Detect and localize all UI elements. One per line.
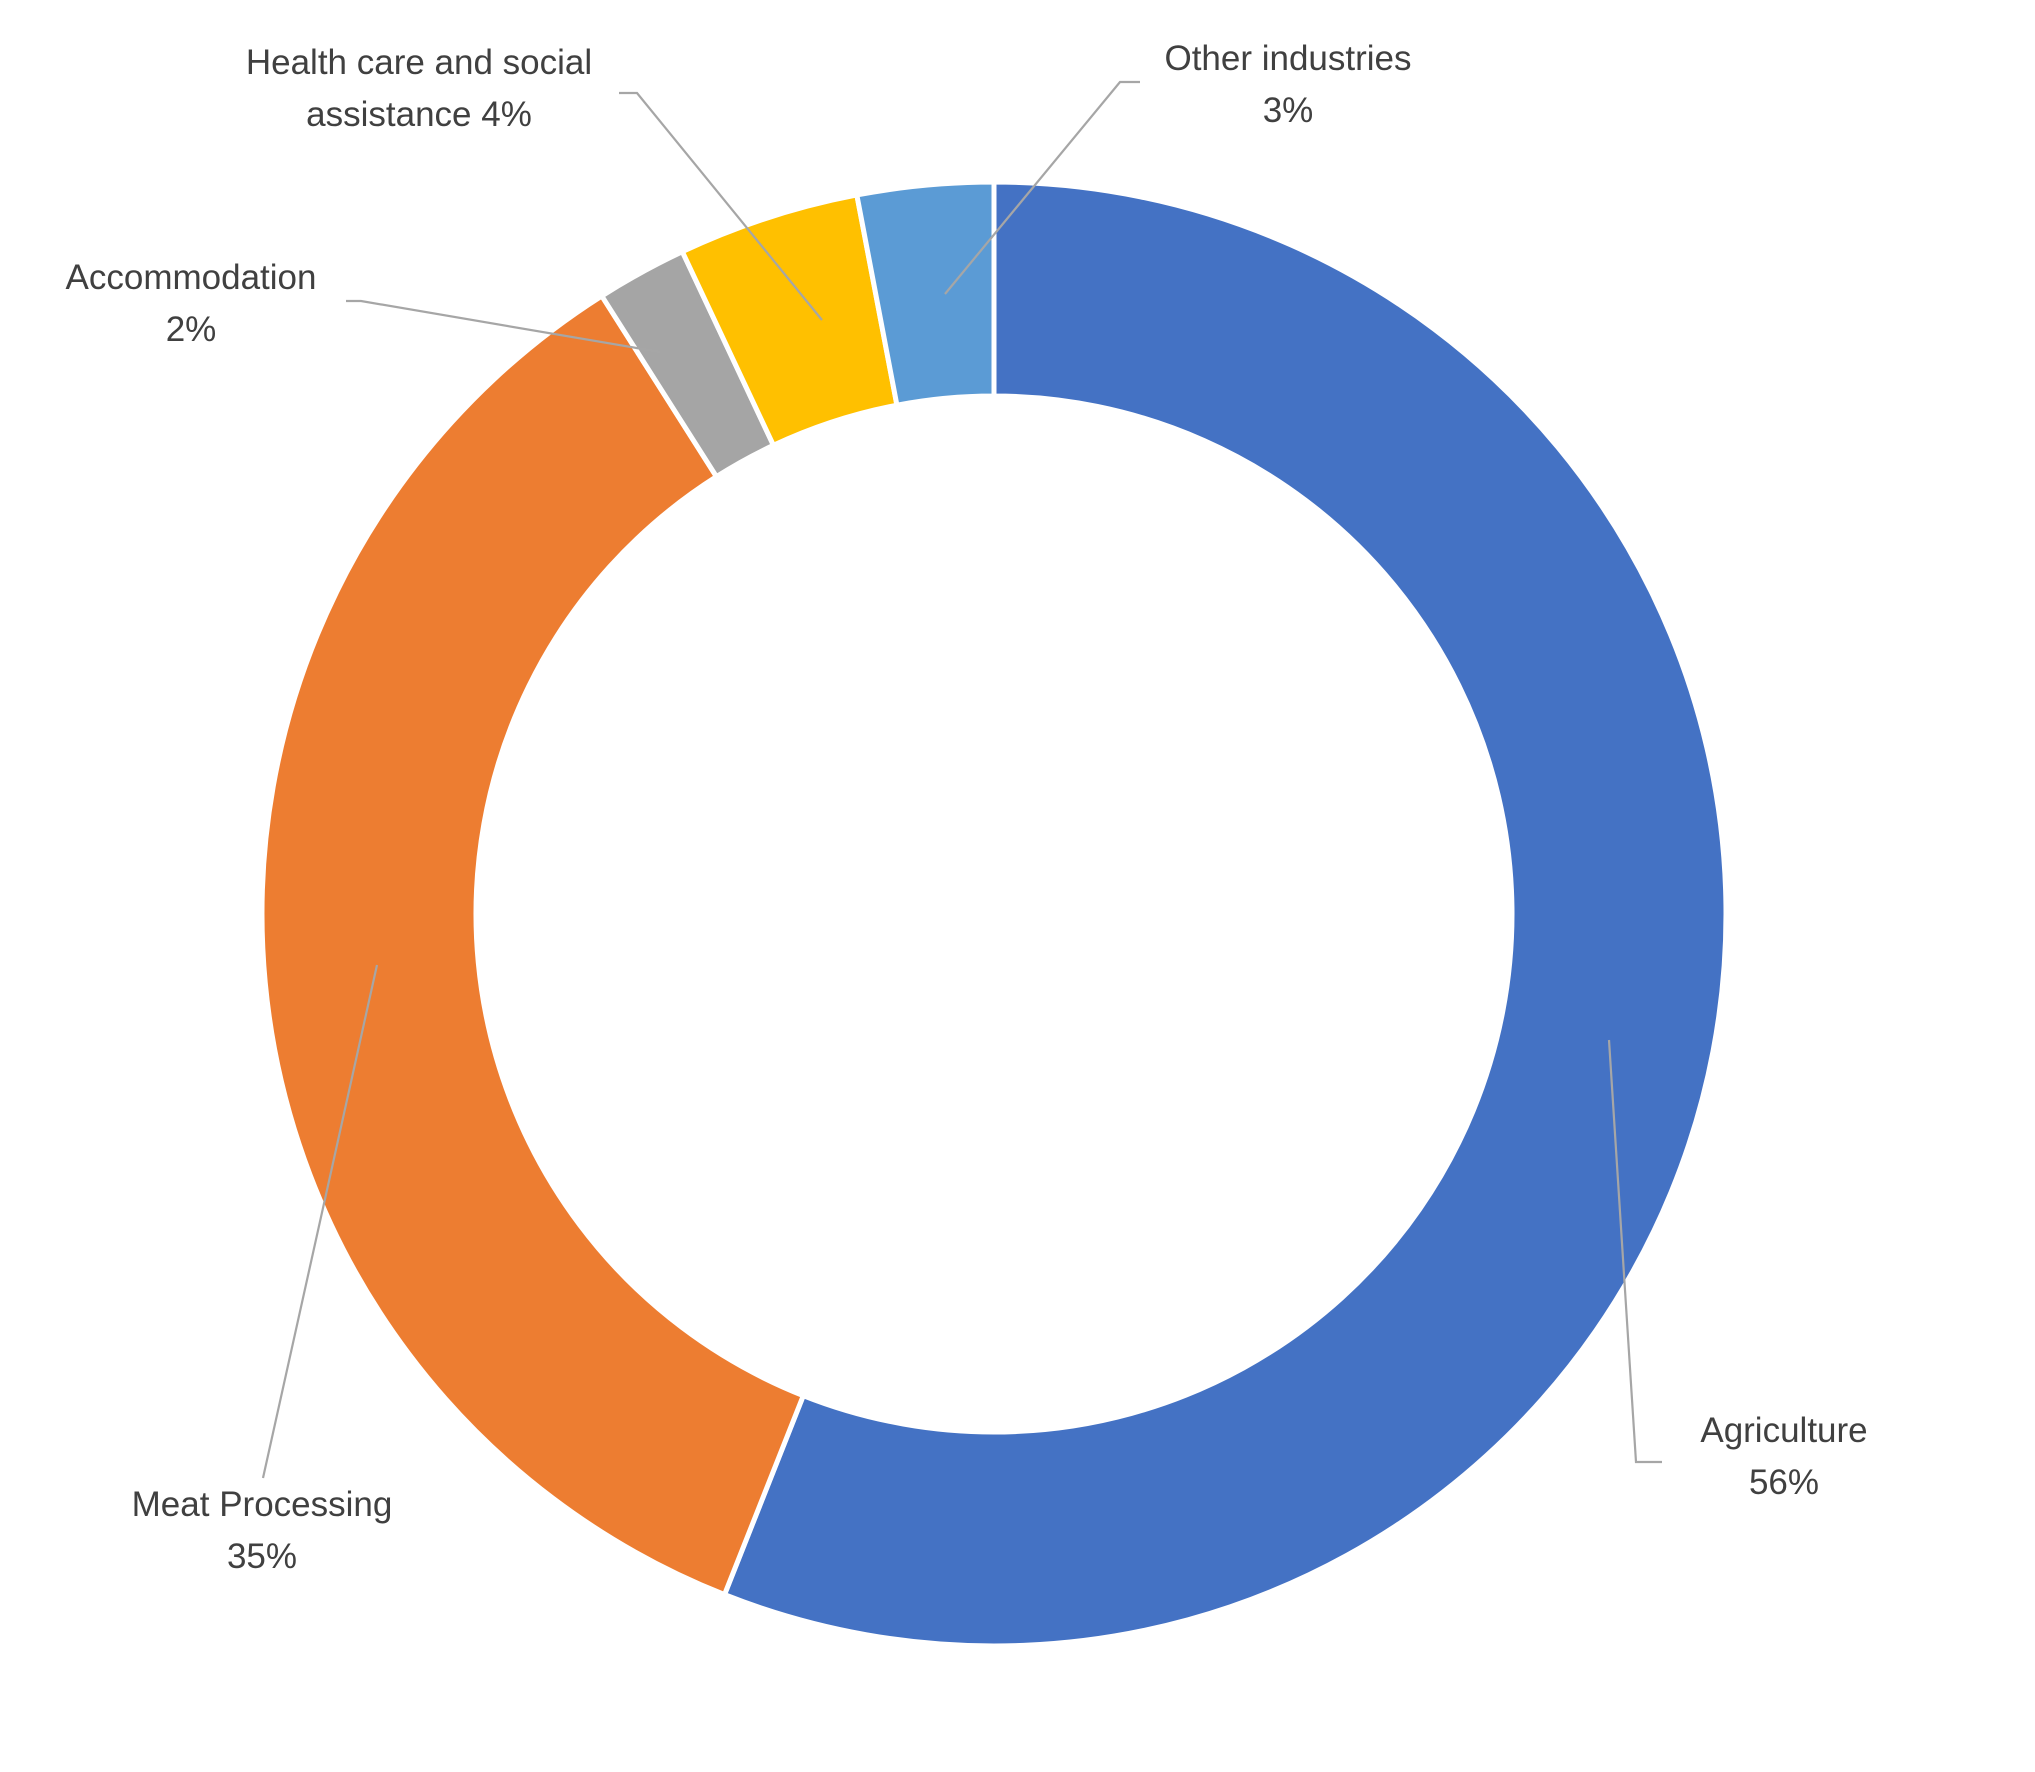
leader-lines [261,80,1662,1479]
data-label-other-industries: Other industries 3% [1164,39,1411,130]
label-line-value: 3% [1263,91,1314,130]
data-labels: Agriculture 56% Meat Processing 35% Accommod… [66,39,1868,1576]
label-line-name: Meat Processing [132,1485,393,1524]
data-label-health-care: Health care and social assistance 4% [246,43,592,134]
data-label-agriculture: Agriculture 56% [1700,1411,1867,1502]
label-line-name: Agriculture [1700,1411,1867,1450]
slice-other-industries [853,179,997,409]
label-line-name: Health care and social [246,43,592,82]
leader-line-meat-processing [261,964,379,1479]
data-label-accommodation: Accommodation 2% [66,258,317,349]
label-line-value: 2% [166,310,217,349]
leader-line-other-industries [944,80,1140,295]
label-line-value: 56% [1749,1463,1819,1502]
slice-agriculture [721,179,1729,1649]
label-line-value: assistance 4% [306,95,532,134]
leader-line-health-care [619,91,823,321]
leader-line-accommodation [346,299,661,354]
data-label-meat-processing: Meat Processing 35% [132,1485,393,1576]
slice-meat-processing [259,292,807,1598]
label-line-name: Accommodation [66,258,317,297]
label-line-value: 35% [227,1537,297,1576]
leader-line-agriculture [1607,1039,1662,1464]
label-line-name: Other industries [1164,39,1411,78]
donut-slices [259,179,1729,1649]
